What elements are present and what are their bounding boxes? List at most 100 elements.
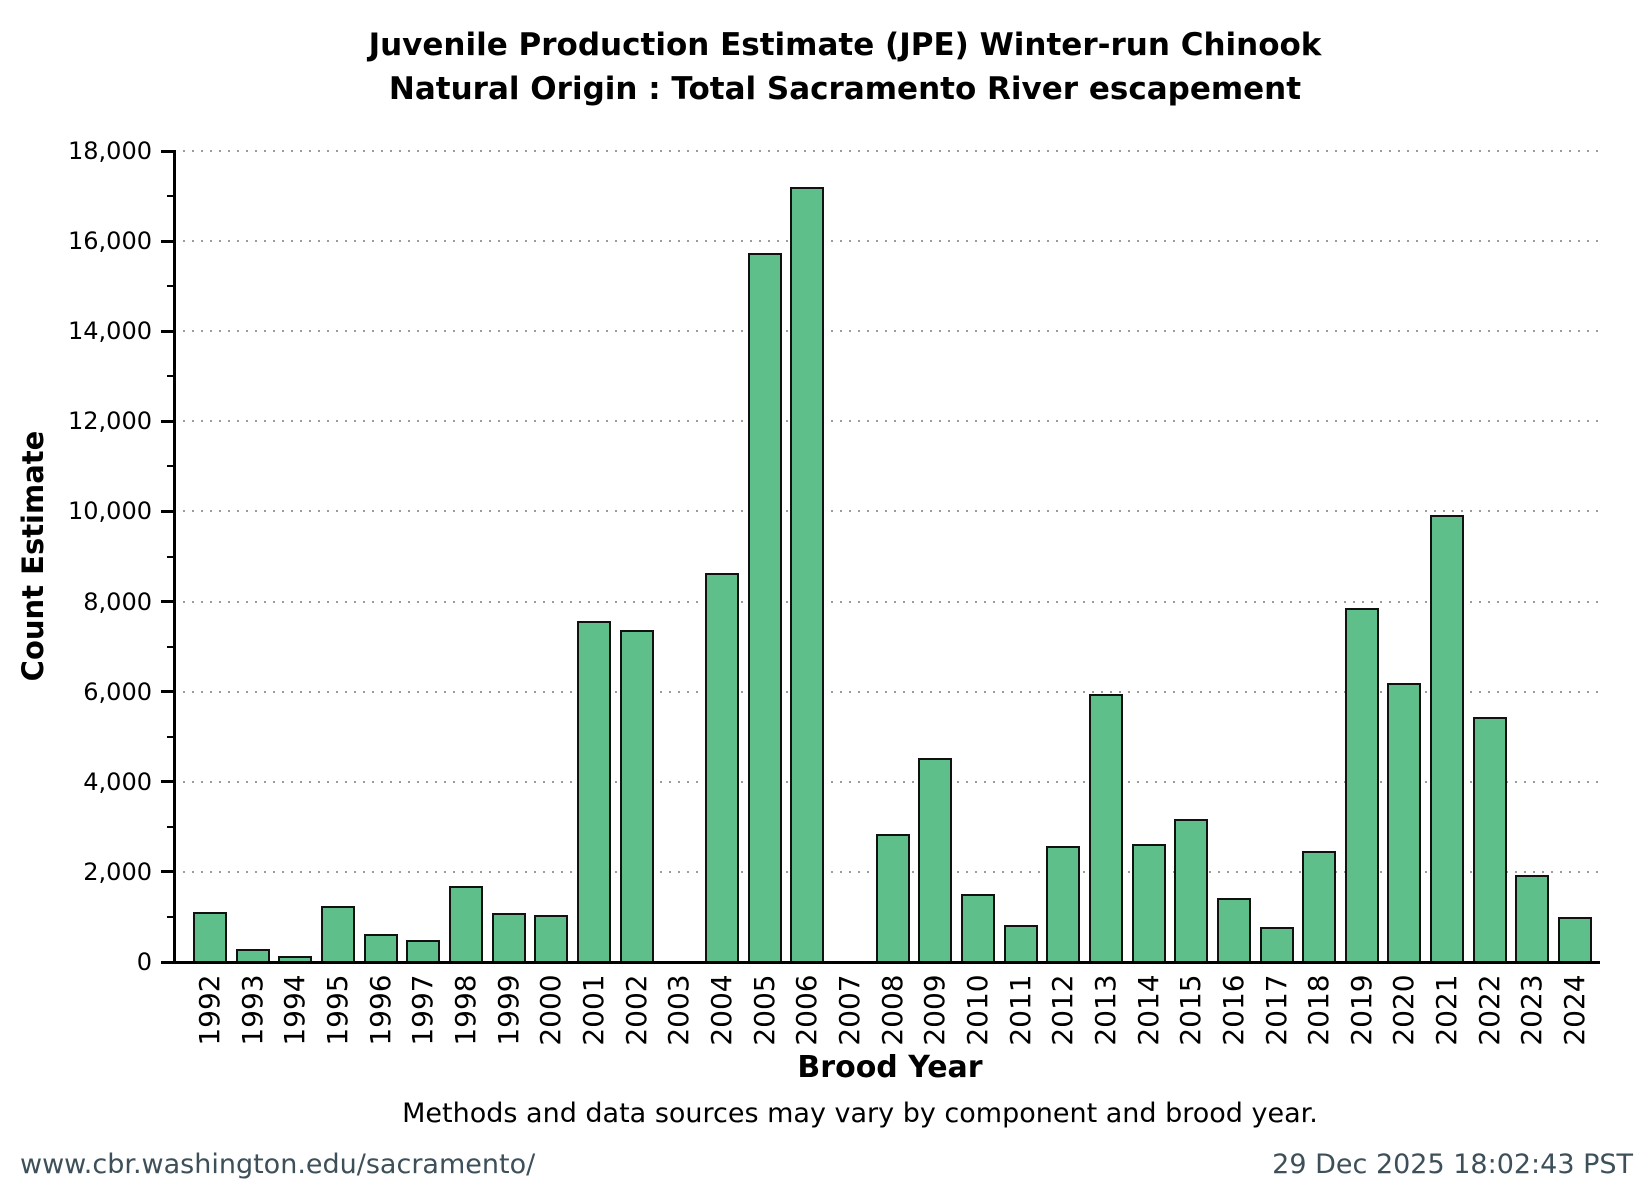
- y-minor-tick-9000: [167, 555, 175, 558]
- x-tick-label-2001: 2001: [576, 974, 610, 1046]
- x-tick-label-1992: 1992: [193, 974, 226, 1046]
- y-tick-label-2000: 2,000: [83, 857, 152, 886]
- bar-2009: [918, 757, 953, 963]
- x-tick-label-1997: 1997: [406, 974, 440, 1046]
- x-tick-label-2019: 2019: [1344, 974, 1378, 1046]
- y-tick-16000: [161, 239, 175, 243]
- timestamp: 29 Dec 2025 18:02:43 PST: [1272, 1149, 1633, 1180]
- bar-2016: [1216, 897, 1251, 963]
- x-axis-title: Brood Year: [797, 1050, 983, 1085]
- x-tick-label-1995: 1995: [320, 974, 354, 1046]
- y-tick-14000: [161, 329, 175, 333]
- y-tick-8000: [161, 600, 175, 604]
- bar-1999: [491, 912, 526, 963]
- y-tick-label-8000: 8,000: [83, 587, 152, 616]
- y-tick-12000: [161, 419, 175, 423]
- y-minor-tick-15000: [167, 285, 175, 288]
- y-tick-10000: [161, 509, 175, 513]
- y-minor-tick-11000: [167, 465, 175, 468]
- y-minor-tick-1000: [167, 915, 175, 918]
- x-tick-label-1994: 1994: [278, 974, 312, 1046]
- gridline-8000: [174, 600, 1600, 603]
- y-minor-tick-3000: [167, 825, 175, 828]
- gridline-10000: [174, 510, 1600, 513]
- bar-2008: [875, 833, 910, 963]
- y-tick-label-18000: 18,000: [68, 137, 152, 165]
- x-tick-label-2018: 2018: [1302, 974, 1336, 1046]
- y-tick-label-14000: 14,000: [68, 317, 152, 346]
- bar-1998: [448, 885, 483, 963]
- x-tick-label-2009: 2009: [918, 974, 952, 1046]
- bar-2023: [1515, 875, 1550, 963]
- x-tick-label-2016: 2016: [1216, 974, 1250, 1046]
- bar-2020: [1387, 682, 1422, 963]
- x-tick-label-1999: 1999: [491, 974, 525, 1046]
- y-tick-label-4000: 4,000: [83, 767, 152, 796]
- x-tick-label-2024: 2024: [1558, 974, 1592, 1046]
- bar-2022: [1472, 716, 1507, 963]
- bar-2015: [1174, 818, 1209, 963]
- x-tick-label-1996: 1996: [363, 974, 397, 1046]
- x-tick-label-2014: 2014: [1131, 974, 1165, 1046]
- gridline-6000: [174, 690, 1600, 693]
- x-tick-label-2010: 2010: [960, 974, 994, 1046]
- bar-2004: [704, 573, 739, 963]
- chart-title-line2: Natural Origin : Total Sacramento River …: [388, 71, 1302, 107]
- bar-2006: [790, 187, 825, 963]
- y-tick-label-0: 0: [136, 948, 152, 976]
- x-tick-label-2022: 2022: [1472, 974, 1506, 1046]
- bar-2018: [1302, 850, 1337, 963]
- gridline-18000: [174, 150, 1600, 152]
- bar-2014: [1131, 843, 1166, 963]
- y-tick-label-6000: 6,000: [83, 677, 152, 706]
- x-tick-label-2000: 2000: [534, 974, 568, 1046]
- bar-2001: [576, 620, 611, 963]
- bar-2010: [960, 894, 995, 963]
- x-tick-label-2004: 2004: [704, 974, 738, 1046]
- x-tick-label-2015: 2015: [1174, 974, 1208, 1046]
- x-tick-label-2013: 2013: [1088, 974, 1122, 1046]
- y-tick-label-12000: 12,000: [68, 407, 152, 436]
- bar-2013: [1088, 694, 1123, 963]
- y-axis-title: Count Estimate: [16, 430, 50, 682]
- bar-1995: [320, 905, 355, 963]
- gridline-4000: [174, 780, 1600, 783]
- bar-1996: [363, 934, 398, 963]
- y-minor-tick-17000: [167, 195, 175, 198]
- source-url: www.cbr.washington.edu/sacramento/: [20, 1149, 536, 1180]
- x-tick-label-2017: 2017: [1259, 974, 1293, 1046]
- bar-2012: [1046, 845, 1081, 963]
- x-tick-label-2021: 2021: [1430, 974, 1464, 1046]
- x-tick-label-2005: 2005: [747, 974, 781, 1046]
- y-axis-spine: [172, 149, 176, 964]
- y-minor-tick-13000: [167, 375, 175, 378]
- y-minor-tick-7000: [167, 645, 175, 648]
- bar-2017: [1259, 926, 1294, 963]
- bar-2002: [619, 630, 654, 963]
- y-tick-label-10000: 10,000: [68, 497, 152, 526]
- x-tick-label-2008: 2008: [875, 974, 909, 1046]
- bar-2024: [1558, 917, 1593, 963]
- bar-2000: [534, 914, 569, 963]
- y-tick-2000: [161, 870, 175, 874]
- x-axis-spine: [161, 960, 1600, 964]
- y-tick-6000: [161, 690, 175, 694]
- x-tick-label-2003: 2003: [662, 974, 696, 1046]
- x-tick-label-2012: 2012: [1046, 974, 1080, 1046]
- x-tick-label-2023: 2023: [1515, 974, 1549, 1046]
- x-tick-label-2007: 2007: [832, 974, 866, 1046]
- gridline-12000: [174, 420, 1600, 423]
- chart-footnote: Methods and data sources may vary by com…: [402, 1098, 1318, 1129]
- bar-1992: [193, 912, 227, 963]
- chart-title-line1: Juvenile Production Estimate (JPE) Winte…: [368, 27, 1322, 63]
- x-tick-label-1993: 1993: [235, 974, 269, 1046]
- gridline-14000: [174, 330, 1600, 333]
- x-tick-label-1998: 1998: [448, 974, 482, 1046]
- bar-2011: [1003, 924, 1038, 963]
- y-minor-tick-5000: [167, 735, 175, 738]
- x-tick-label-2011: 2011: [1003, 974, 1037, 1046]
- x-tick-label-2006: 2006: [790, 974, 824, 1046]
- y-tick-label-16000: 16,000: [68, 227, 152, 256]
- x-tick-label-2002: 2002: [619, 974, 653, 1046]
